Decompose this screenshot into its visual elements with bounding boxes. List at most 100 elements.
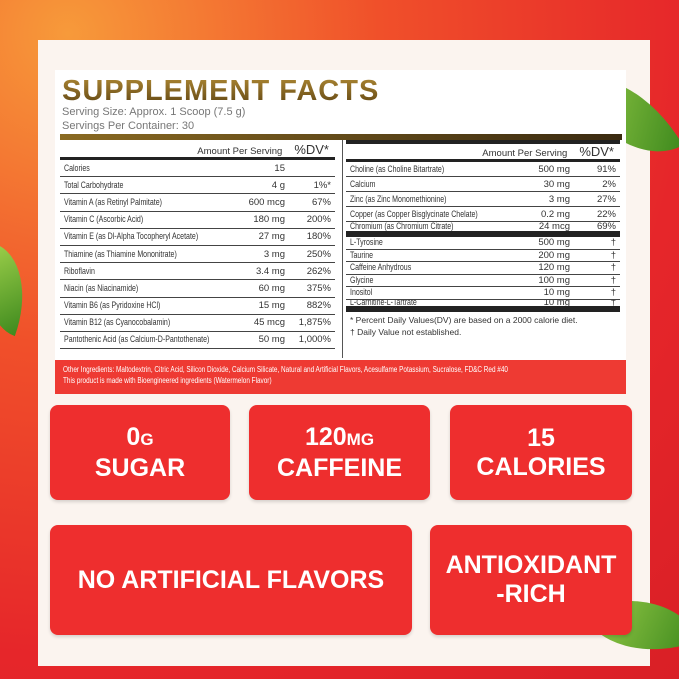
nutrient-name-text: L-Tyrosine (350, 237, 383, 249)
nutrient-amount: 15 (274, 162, 285, 174)
nutrient-amount: 500 mg (538, 237, 570, 249)
nutrient-amount: 600 mcg (248, 196, 285, 208)
nutrient-dv: 27% (596, 193, 616, 205)
nutrient-name-text: Taurine (350, 249, 374, 261)
nutrient-amount: 3 mg (263, 248, 285, 260)
nutrient-dv: 882% (306, 300, 331, 312)
nutrient-amount: 45 mcg (253, 317, 285, 329)
nutrient-dv: 69% (596, 222, 616, 232)
nutrient-name-text: Total Carbohydrate (64, 179, 124, 191)
other-ingredients: Other Ingredients: Maltodextrin, Citric … (55, 360, 626, 394)
nutrient-row: Choline (as Choline Bitartrate) 500 mg 91% (346, 162, 620, 177)
nutrient-row: Pantothenic Acid (as Calcium-D-Pantothen… (60, 332, 335, 350)
nutrient-amount: 60 mg (258, 282, 285, 294)
nutrient-row: Niacin (as Niacinamide) 60 mg 375% (60, 280, 335, 298)
nutrient-name: Vitamin E (as Dl-Alpha Tocopheryl Acetat… (64, 231, 227, 242)
nutrient-name-text: Pantothenic Acid (as Calcium-D-Pantothen… (64, 334, 210, 346)
amount-header: Amount Per Serving (482, 148, 568, 159)
nutrient-name: Calcium (350, 179, 512, 190)
nutrient-name: Thiamine (as Thiamine Mononitrate) (64, 249, 227, 260)
nutrient-name-text: Vitamin A (as Retinyl Palmitate) (64, 196, 162, 208)
nutrient-name: Glycine (350, 275, 512, 286)
nutrient-name-text: L-Carnitine-L-Tartrate (350, 299, 417, 309)
nutrient-row: Glycine 100 mg † (346, 274, 620, 287)
nutrient-row: L-Carnitine-L-Tartrate 10 mg † (346, 299, 620, 312)
tile-no-artificial-flavors: NO ARTIFICIAL FLAVORS (50, 525, 412, 635)
nutrient-row: L-Tyrosine 500 mg † (346, 237, 620, 250)
nutrient-row: Vitamin B6 (as Pyridoxine HCl) 15 mg 882% (60, 298, 335, 315)
tile-antioxidant-rich: ANTIOXIDANT -RICH (430, 525, 632, 635)
nutrient-name-text: Choline (as Choline Bitartrate) (350, 163, 445, 175)
nutrient-row: Vitamin A (as Retinyl Palmitate) 600 mcg 6… (60, 194, 335, 212)
nutrient-name-text: Copper (as Copper Bisglycinate Chelate) (350, 208, 478, 220)
nutrient-name-text: Calcium (350, 178, 376, 190)
tile-caffeine: 120MG CAFFEINE (249, 405, 430, 500)
nutrient-row: Riboflavin 3.4 mg 262% (60, 263, 335, 281)
nutrient-amount: 0.2 mg (540, 208, 570, 220)
nutrient-amount: 15 mg (258, 300, 285, 312)
nutrient-row: Calcium 30 mg 2% (346, 177, 620, 192)
nutrient-dv: 22% (596, 208, 616, 220)
nutrient-name: Pantothenic Acid (as Calcium-D-Pantothen… (64, 334, 227, 345)
nutrient-name-text: Vitamin B12 (as Cyanocobalamin) (64, 317, 171, 329)
nutrient-name: L-Tyrosine (350, 237, 512, 248)
nutrient-dv: † (610, 274, 616, 286)
nutrient-dv: 67% (311, 196, 331, 208)
nutrient-name: Vitamin C (Ascorbic Acid) (64, 214, 227, 225)
nutrient-name-text: Caffeine Anhydrous (350, 262, 412, 274)
nutrient-name: Caffeine Anhydrous (350, 262, 512, 273)
nutrient-row: Chromium (as Chromium Citrate) 24 mcg 69% (346, 222, 620, 237)
nutrient-amount: 50 mg (258, 334, 285, 346)
dv-header: %DV* (294, 142, 329, 157)
tile-calories: 15 CALORIES (450, 405, 632, 500)
nutrient-row: Zinc (as Zinc Monomethionine) 3 mg 27% (346, 192, 620, 207)
nutrient-row: Thiamine (as Thiamine Mononitrate) 3 mg 25… (60, 246, 335, 264)
nutrient-name: Niacin (as Niacinamide) (64, 283, 227, 294)
nutrient-name-text: Vitamin E (as Dl-Alpha Tocopheryl Acetat… (64, 231, 199, 243)
column-divider (342, 140, 343, 358)
nutrient-dv: 375% (306, 282, 331, 294)
nutrient-name: Zinc (as Zinc Monomethionine) (350, 194, 512, 205)
nutrient-dv: † (610, 287, 616, 299)
nutrient-name-text: Riboflavin (64, 265, 95, 277)
nutrient-row: Vitamin C (Ascorbic Acid) 180 mg 200% (60, 212, 335, 229)
nutrient-row: Total Carbohydrate 4 g 1%* (60, 177, 335, 195)
nutrient-dv: 180% (306, 231, 331, 243)
leaf-decoration (0, 243, 43, 337)
nutrient-dv: 1,875% (298, 317, 331, 329)
nutrient-dv: † (610, 237, 616, 249)
nutrient-amount: 200 mg (538, 249, 570, 261)
nutrient-name: Riboflavin (64, 266, 227, 277)
nutrient-name-text: Thiamine (as Thiamine Mononitrate) (64, 248, 177, 260)
nutrient-dv: 200% (306, 214, 331, 226)
nutrient-name: Chromium (as Chromium Citrate) (350, 222, 512, 231)
nutrient-name: Vitamin B6 (as Pyridoxine HCl) (64, 300, 227, 311)
nutrient-name: L-Carnitine-L-Tartrate (350, 299, 512, 309)
dv-header: %DV* (579, 144, 614, 159)
nutrient-dv: 262% (306, 265, 331, 277)
nutrient-dv: † (610, 262, 616, 274)
footnotes: * Percent Daily Values(DV) are based on … (346, 312, 620, 340)
nutrient-dv: 91% (596, 163, 616, 175)
amount-header: Amount Per Serving (197, 146, 283, 157)
nutrient-dv: 1%* (313, 179, 331, 191)
nutrient-name-text: Glycine (350, 274, 374, 286)
nutrient-amount: 4 g (271, 179, 285, 191)
nutrient-row: Taurine 200 mg † (346, 249, 620, 262)
nutrient-row: Inositol 10 mg † (346, 287, 620, 300)
nutrient-amount: 3 mg (548, 193, 570, 205)
tile-sugar: 0G SUGAR (50, 405, 230, 500)
nutrient-amount: 180 mg (253, 214, 285, 226)
label-title: SUPPLEMENT FACTS (62, 75, 380, 107)
nutrient-dv: † (610, 299, 616, 309)
nutrient-row: Vitamin E (as Dl-Alpha Tocopheryl Acetat… (60, 229, 335, 246)
footnote-dv: * Percent Daily Values(DV) are based on … (350, 315, 578, 325)
footnote-dagger: † Daily Value not established. (350, 327, 462, 337)
nutrient-name: Vitamin A (as Retinyl Palmitate) (64, 197, 227, 208)
nutrient-amount: 30 mg (543, 178, 570, 190)
nutrient-name: Copper (as Copper Bisglycinate Chelate) (350, 209, 512, 220)
nutrient-amount: 27 mg (258, 231, 285, 243)
nutrient-name: Taurine (350, 250, 512, 261)
nutrient-dv: 2% (602, 178, 616, 190)
nutrient-amount: 10 mg (543, 299, 570, 309)
